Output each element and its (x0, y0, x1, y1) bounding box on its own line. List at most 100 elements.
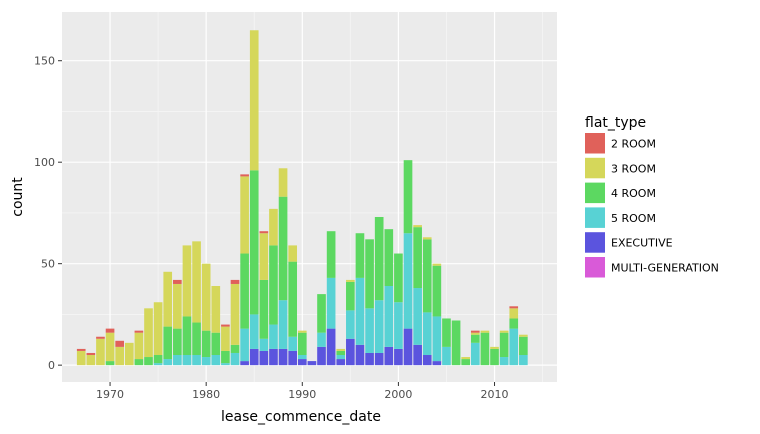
bar-segment (317, 346, 326, 366)
legend-title: flat_type (585, 115, 646, 131)
legend-label: EXECUTIVE (611, 237, 673, 250)
x-tick-label: 2010 (481, 388, 509, 401)
bar-segment (519, 334, 528, 337)
y-tick-label: 50 (41, 258, 55, 271)
bar-segment (442, 346, 451, 366)
bar-segment (413, 227, 422, 289)
bar-segment (346, 279, 355, 282)
bar-segment (365, 239, 374, 309)
bar-segment (96, 336, 105, 339)
bar-segment (221, 326, 230, 351)
bar-segment (278, 300, 288, 349)
bar-segment (509, 328, 519, 366)
bar-segment (211, 285, 221, 333)
legend-label: 5 ROOM (611, 212, 656, 225)
bar-segment (240, 361, 249, 366)
bar-segment (365, 308, 374, 353)
bar-segment (470, 330, 480, 333)
bar-segment (374, 352, 384, 366)
legend-label: 3 ROOM (611, 162, 656, 175)
bar-segment (355, 233, 365, 278)
bar-segment (442, 318, 451, 347)
bar-segment (432, 263, 442, 266)
bar-segment (394, 302, 403, 349)
bar-segment (201, 263, 211, 331)
bar-segment (144, 357, 153, 366)
bar-segment (394, 253, 403, 303)
bar-segment (201, 330, 211, 358)
bar-segment (211, 332, 221, 356)
bar-segment (173, 328, 182, 356)
bar-segment (105, 328, 115, 333)
bar-segment (259, 231, 269, 234)
x-axis-title: lease_commence_date (221, 409, 381, 425)
bar-segment (221, 350, 230, 364)
bar-segment (182, 245, 192, 317)
legend-items: 2 ROOM 3 ROOM 4 ROOM 5 ROOM EXECUTIVE MULTI-G… (585, 133, 719, 278)
bar-segment (326, 328, 336, 366)
bar-segment (480, 330, 490, 333)
bar-segment (105, 332, 115, 362)
bar-segment (509, 318, 519, 329)
bar-segment (96, 338, 105, 366)
bar-segment (86, 355, 96, 366)
bar-segment (153, 363, 163, 366)
bar-segment (422, 312, 432, 356)
bar-segment (403, 233, 413, 329)
bar-segment (221, 363, 230, 366)
bar-segment (259, 279, 269, 339)
bar-segment (173, 355, 182, 366)
bar-segment (384, 346, 394, 366)
y-tick-label: 150 (34, 55, 55, 68)
bar-segment (297, 359, 307, 366)
bar-segment (403, 160, 413, 234)
y-tick-label: 100 (34, 156, 55, 169)
bar-segment (134, 332, 144, 360)
bar-segment (240, 328, 249, 362)
bar-segment (461, 359, 471, 366)
bar-segment (499, 330, 509, 333)
x-tick-label: 2000 (384, 388, 412, 401)
x-tick-label: 1990 (288, 388, 316, 401)
bar-segment (269, 245, 278, 325)
bar-segment (326, 277, 336, 329)
bar-segment (519, 355, 528, 366)
bar-segment (86, 352, 96, 356)
y-tick-label: 0 (48, 359, 55, 372)
legend-label: 4 ROOM (611, 187, 656, 200)
bar-segment (394, 348, 403, 366)
bar-segment (480, 332, 490, 366)
bar-segment (124, 342, 134, 366)
bar-segment (490, 346, 499, 349)
x-tick-label: 1980 (192, 388, 220, 401)
bar-segment (201, 357, 211, 366)
x-axis: 1970 1980 1990 2000 2010 (96, 382, 509, 401)
bar-segment (355, 277, 365, 345)
bar-segment (173, 283, 182, 329)
bar-segment (519, 336, 528, 356)
panel-background (62, 12, 557, 382)
bar-segment (173, 279, 182, 284)
bar-segment (192, 322, 201, 356)
bar-segment (115, 346, 124, 366)
bar-segment (211, 355, 221, 366)
y-axis-title: count (10, 177, 26, 217)
bar-segment (115, 340, 124, 347)
bar-segment (182, 316, 192, 356)
bar-segment (490, 348, 499, 366)
legend-swatch (585, 157, 605, 179)
bar-segment (374, 300, 384, 353)
y-axis: 0 50 100 150 (34, 55, 62, 372)
bar-segment (105, 361, 115, 366)
bar-segment (355, 344, 365, 366)
bar-segment (144, 308, 153, 358)
bar-segment (297, 330, 307, 333)
legend-swatch (585, 133, 605, 154)
bar-segment (269, 348, 278, 366)
bar-segment (384, 285, 394, 347)
bar-segment (240, 174, 249, 177)
bar-segment (336, 348, 346, 351)
legend-swatch (585, 232, 605, 253)
bar-segment (278, 168, 288, 197)
x-tick-label: 1970 (96, 388, 124, 401)
